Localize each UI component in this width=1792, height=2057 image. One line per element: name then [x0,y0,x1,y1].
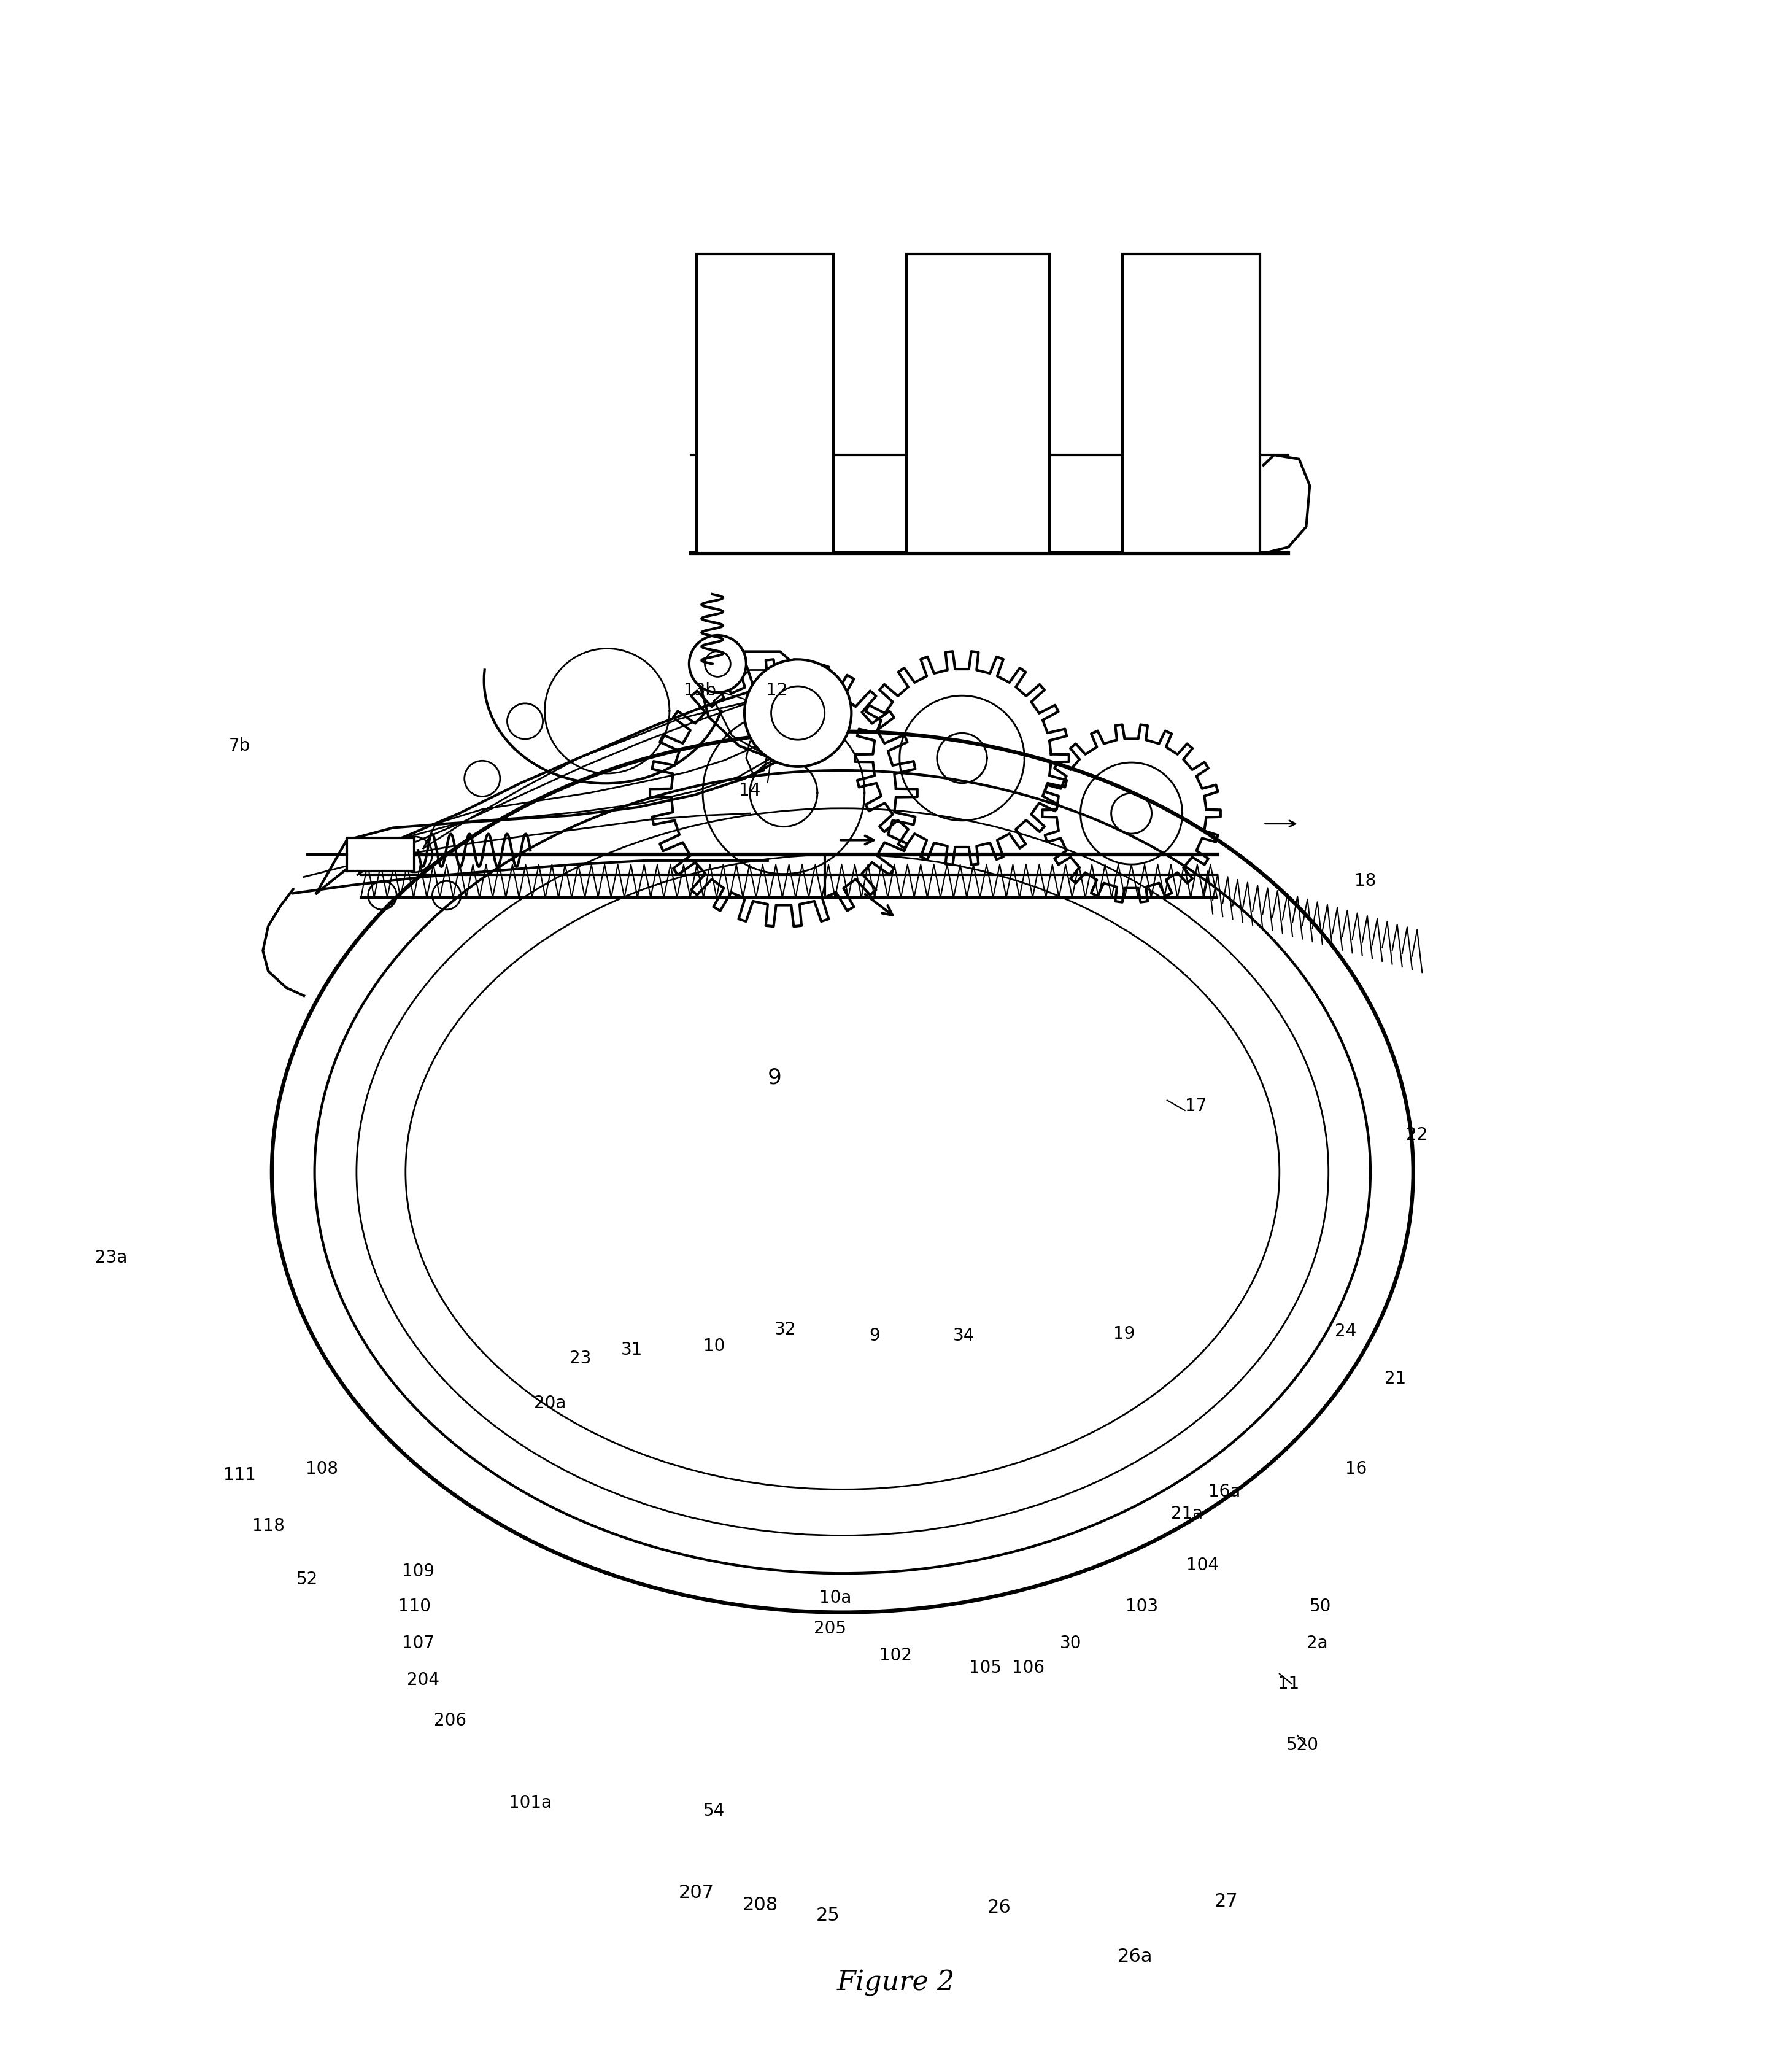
Text: 20a: 20a [534,1395,566,1411]
Text: 101a: 101a [509,1794,552,1812]
Text: 18: 18 [1355,872,1376,889]
Text: 27: 27 [1213,1892,1238,1911]
Text: 16: 16 [1346,1460,1367,1477]
Text: 34: 34 [953,1327,975,1345]
Circle shape [744,660,851,767]
Text: 102: 102 [880,1648,912,1664]
Text: 12: 12 [765,683,787,699]
Text: 13b: 13b [683,683,717,699]
Text: 30: 30 [1059,1635,1082,1652]
Text: 52: 52 [297,1572,319,1588]
Bar [346,837,414,870]
Text: 16a: 16a [1208,1483,1240,1500]
Text: 23a: 23a [95,1249,127,1267]
Text: 108: 108 [305,1460,339,1477]
Text: 21: 21 [1385,1370,1407,1386]
Text: 9: 9 [767,1068,781,1088]
Text: 31: 31 [622,1341,643,1360]
Text: 520: 520 [1287,1736,1319,1755]
Text: 26: 26 [987,1899,1011,1917]
Text: 206: 206 [434,1711,466,1730]
Text: 11: 11 [1278,1674,1299,1693]
Text: 207: 207 [679,1884,713,1903]
Text: 50: 50 [1310,1598,1331,1615]
Text: 118: 118 [253,1518,285,1535]
Text: 26a: 26a [1118,1948,1152,1964]
Text: Figure 2: Figure 2 [837,1971,955,1997]
Text: 109: 109 [401,1563,434,1580]
Text: 54: 54 [702,1802,726,1820]
Text: 9: 9 [869,1327,880,1345]
Text: 10a: 10a [819,1590,851,1607]
Text: 107: 107 [401,1635,434,1652]
Text: 22: 22 [1407,1127,1428,1144]
Text: 25: 25 [817,1907,840,1925]
Text: 21a: 21a [1170,1506,1202,1522]
Bar [1122,255,1260,553]
Text: 10: 10 [702,1337,726,1356]
Bar [697,255,833,553]
Text: 110: 110 [398,1598,430,1615]
Circle shape [690,636,745,693]
Text: 205: 205 [814,1621,846,1637]
Text: 103: 103 [1125,1598,1158,1615]
Text: 14: 14 [738,782,760,800]
Text: 104: 104 [1186,1557,1219,1574]
Text: 17: 17 [1185,1098,1206,1115]
Text: 32: 32 [774,1321,796,1339]
Text: 7b: 7b [229,736,251,755]
Bar [907,255,1050,553]
Text: 24: 24 [1335,1323,1357,1341]
Text: 19: 19 [1113,1325,1134,1343]
Text: 111: 111 [224,1467,256,1483]
Text: 106: 106 [1012,1660,1045,1676]
Text: 208: 208 [742,1897,778,1915]
Text: 105: 105 [969,1660,1002,1676]
Text: 204: 204 [407,1672,439,1689]
Text: 2a: 2a [1306,1635,1328,1652]
Text: 23: 23 [570,1349,591,1368]
